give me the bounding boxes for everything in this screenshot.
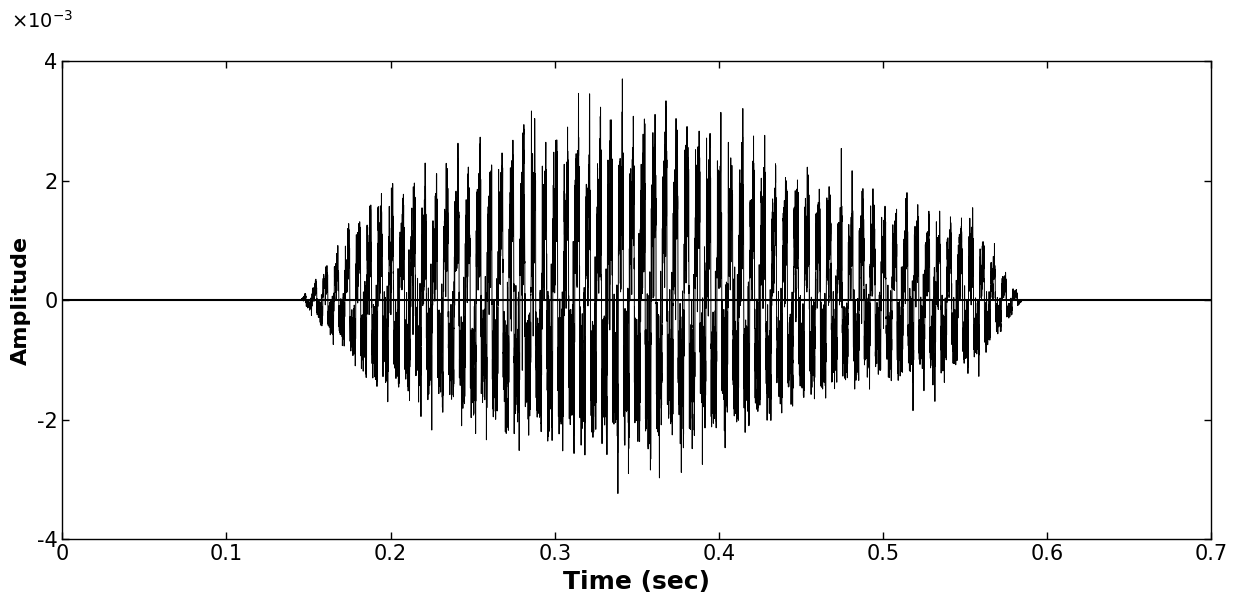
Y-axis label: Amplitude: Amplitude — [11, 236, 31, 365]
X-axis label: Time (sec): Time (sec) — [564, 570, 710, 594]
Text: $\times\mathregular{10}^{\mathregular{-3}}$: $\times\mathregular{10}^{\mathregular{-3… — [11, 10, 73, 32]
